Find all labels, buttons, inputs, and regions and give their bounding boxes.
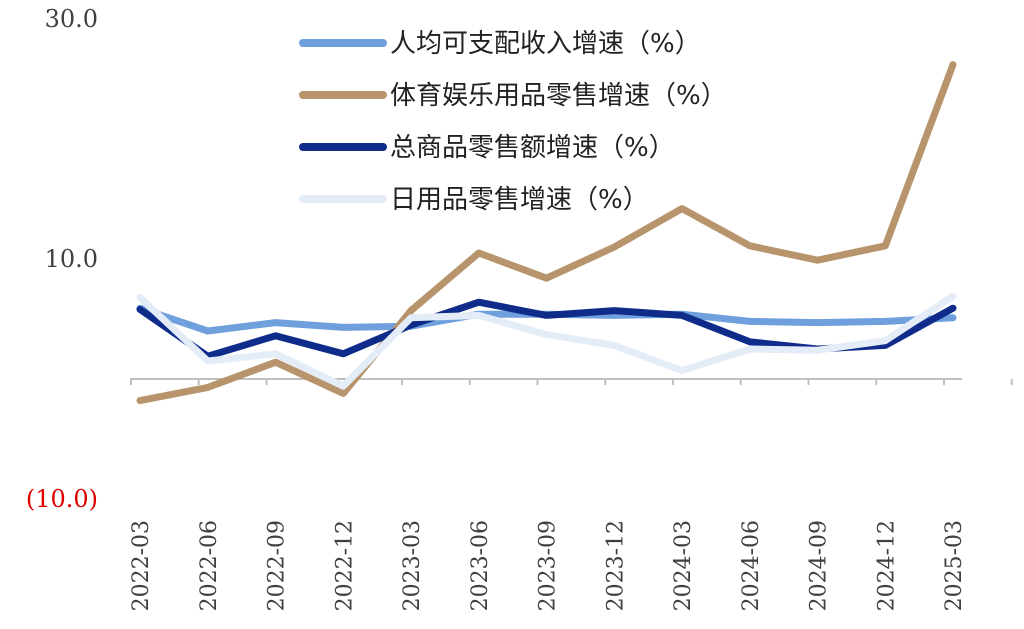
series-line-1 bbox=[136, 61, 957, 405]
x-tick-label: 2024-03 bbox=[671, 520, 696, 611]
x-tick-label: 2024-06 bbox=[739, 520, 764, 611]
x-tick-label: 2024-09 bbox=[807, 520, 832, 611]
x-tick-label: 2023-03 bbox=[400, 520, 425, 611]
series-lines bbox=[136, 61, 957, 405]
x-tick-label: 2022-12 bbox=[332, 520, 357, 611]
legend-label: 总商品零售额增速（%） bbox=[390, 133, 675, 163]
x-tick-label: 2024-12 bbox=[874, 520, 899, 611]
x-tick-label: 2022-09 bbox=[265, 520, 290, 611]
legend-label: 人均可支配收入增速（%） bbox=[390, 29, 701, 59]
x-axis-ticks: 2022-03 2022-06 2022-09 2022-12 2023-03 2023-… bbox=[129, 379, 1013, 611]
legend-label: 体育娱乐用品零售增速（%） bbox=[390, 81, 727, 111]
y-tick-label: (10.0) bbox=[26, 485, 98, 513]
x-tick-label: 2023-06 bbox=[468, 520, 493, 611]
series-line-0 bbox=[136, 304, 957, 335]
series-line-3 bbox=[136, 292, 957, 390]
x-tick-label: 2022-03 bbox=[129, 520, 154, 611]
legend-label: 日用品零售增速（%） bbox=[390, 185, 649, 215]
y-tick-label: 10.0 bbox=[45, 245, 98, 273]
y-axis-ticks: 30.0 10.0 (10.0) bbox=[26, 5, 98, 513]
legend: 人均可支配收入增速（%） 体育娱乐用品零售增速（%） 总商品零售额增速（%） 日用品零… bbox=[299, 29, 727, 215]
x-tick-label: 2022-06 bbox=[197, 520, 222, 611]
x-tick-label: 2023-09 bbox=[536, 520, 561, 611]
x-tick-label: 2025-03 bbox=[942, 520, 967, 611]
x-tick-label: 2023-12 bbox=[603, 520, 628, 611]
y-tick-label: 30.0 bbox=[45, 5, 98, 33]
